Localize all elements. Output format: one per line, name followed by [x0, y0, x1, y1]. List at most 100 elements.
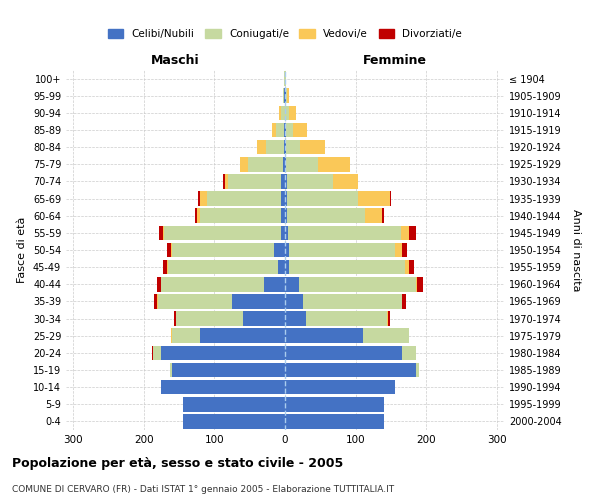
Bar — [285, 277, 416, 291]
Bar — [285, 397, 384, 411]
Bar — [284, 72, 285, 86]
Bar — [285, 140, 325, 154]
Bar — [171, 328, 285, 343]
Bar — [272, 122, 285, 138]
Bar — [285, 277, 417, 291]
Bar — [163, 226, 285, 240]
Bar — [272, 122, 285, 138]
Bar — [285, 122, 293, 138]
Bar — [285, 294, 402, 308]
Bar — [285, 88, 286, 103]
Bar — [285, 260, 405, 274]
Bar — [285, 294, 302, 308]
Text: COMUNE DI CERVARO (FR) - Dati ISTAT 1° gennaio 2005 - Elaborazione TUTTITALIA.IT: COMUNE DI CERVARO (FR) - Dati ISTAT 1° g… — [12, 485, 394, 494]
Y-axis label: Anni di nascita: Anni di nascita — [571, 209, 581, 291]
Bar — [170, 362, 285, 378]
Bar — [276, 122, 285, 138]
Bar — [257, 140, 285, 154]
Bar — [161, 346, 285, 360]
Bar — [285, 277, 423, 291]
Bar — [285, 242, 401, 258]
Bar — [285, 122, 307, 138]
Bar — [280, 106, 285, 120]
Bar — [182, 414, 285, 428]
Bar — [167, 242, 285, 258]
Bar — [285, 208, 287, 223]
Bar — [283, 88, 285, 103]
Bar — [176, 312, 285, 326]
Bar — [176, 312, 285, 326]
Bar — [285, 226, 416, 240]
Bar — [285, 260, 409, 274]
Bar — [285, 328, 409, 343]
Bar — [281, 192, 285, 206]
Bar — [285, 380, 395, 394]
Bar — [281, 106, 285, 120]
Bar — [161, 380, 285, 394]
Bar — [285, 88, 289, 103]
Y-axis label: Fasce di età: Fasce di età — [17, 217, 27, 283]
Bar — [285, 174, 358, 188]
Bar — [225, 174, 285, 188]
Bar — [161, 277, 285, 291]
Bar — [285, 226, 401, 240]
Bar — [285, 72, 286, 86]
Bar — [285, 192, 287, 206]
Bar — [182, 397, 285, 411]
Bar — [182, 414, 285, 428]
Bar — [285, 397, 384, 411]
Bar — [152, 346, 285, 360]
Bar — [153, 346, 285, 360]
Bar — [285, 312, 388, 326]
Bar — [154, 294, 285, 308]
Bar — [285, 346, 401, 360]
Bar — [159, 226, 285, 240]
Bar — [283, 88, 285, 103]
Bar — [285, 397, 384, 411]
Bar — [182, 397, 285, 411]
Bar — [285, 380, 395, 394]
Bar — [157, 277, 285, 291]
Bar — [285, 208, 365, 223]
Bar — [285, 174, 333, 188]
Bar — [285, 414, 384, 428]
Bar — [285, 328, 409, 343]
Bar — [285, 312, 388, 326]
Bar — [285, 260, 289, 274]
Bar — [169, 260, 285, 274]
Bar — [285, 312, 390, 326]
Bar — [274, 242, 285, 258]
Bar — [285, 174, 358, 188]
Bar — [285, 362, 416, 378]
Bar — [285, 226, 409, 240]
Bar — [182, 397, 285, 411]
Bar — [285, 226, 288, 240]
Bar — [285, 122, 286, 138]
Bar — [182, 414, 285, 428]
Bar — [229, 174, 285, 188]
Bar — [285, 122, 307, 138]
Bar — [285, 88, 287, 103]
Bar — [285, 414, 384, 428]
Bar — [182, 414, 285, 428]
Bar — [170, 362, 285, 378]
Bar — [283, 157, 285, 172]
Bar — [172, 362, 285, 378]
Bar — [285, 242, 395, 258]
Bar — [281, 226, 285, 240]
Bar — [285, 106, 289, 120]
Bar — [172, 328, 285, 343]
Bar — [285, 106, 296, 120]
Bar — [285, 140, 325, 154]
Bar — [223, 174, 285, 188]
Bar — [161, 380, 285, 394]
Bar — [285, 72, 286, 86]
Bar — [197, 208, 285, 223]
Bar — [285, 362, 419, 378]
Bar — [232, 294, 285, 308]
Bar — [170, 242, 285, 258]
Bar — [167, 260, 285, 274]
Bar — [195, 208, 285, 223]
Bar — [257, 140, 285, 154]
Bar — [200, 208, 285, 223]
